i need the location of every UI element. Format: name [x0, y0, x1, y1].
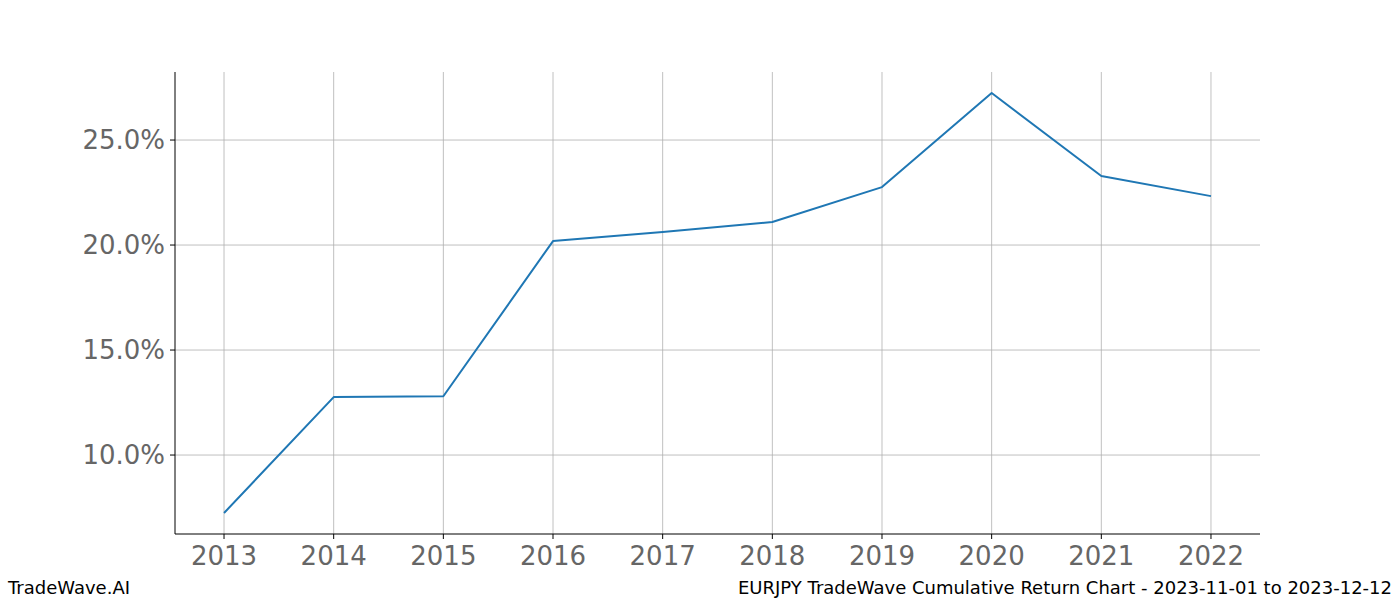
tick-mark	[443, 534, 444, 539]
plot-area	[224, 93, 1211, 513]
y-tick-label: 15.0%	[82, 335, 165, 365]
y-axis-line	[175, 72, 176, 534]
tick-mark	[881, 534, 882, 539]
grid-line	[991, 72, 992, 534]
source: TradeWave.AI	[7, 577, 130, 598]
grid-line	[175, 350, 1260, 351]
grid-line	[175, 140, 1260, 141]
grid-line	[553, 72, 554, 534]
x-tick-label: 2019	[849, 541, 915, 571]
x-tick-label: 2017	[630, 541, 696, 571]
grid-line	[175, 245, 1260, 246]
tick-mark	[333, 534, 334, 539]
x-tick-label: 2015	[410, 541, 476, 571]
chart: 2013 2014 2015 2016 2017 2018 2019 2020 2021 2022…	[0, 0, 1400, 600]
title: EURJPY TradeWave Cumulative Return Chart…	[738, 577, 1392, 598]
grid-line	[772, 72, 773, 534]
x-tick-label: 2022	[1178, 541, 1244, 571]
tick-mark	[1101, 534, 1102, 539]
tick-mark	[170, 245, 175, 246]
tick-mark	[553, 534, 554, 539]
x-tick-label: 2020	[959, 541, 1025, 571]
tick-mark	[170, 140, 175, 141]
grid-line	[333, 72, 334, 534]
grid-line	[881, 72, 882, 534]
x-tick-label: 2014	[301, 541, 367, 571]
grid-line	[224, 72, 225, 534]
tick-mark	[991, 534, 992, 539]
grid-line	[443, 72, 444, 534]
x-tick-label: 2018	[739, 541, 805, 571]
x-tick-label: 2021	[1068, 541, 1134, 571]
grid-line	[1210, 72, 1211, 534]
tick-mark	[224, 534, 225, 539]
grid-line	[662, 72, 663, 534]
tick-mark	[1210, 534, 1211, 539]
line-series	[224, 93, 1211, 513]
x-axis-line	[175, 534, 1260, 535]
x-tick-label: 2016	[520, 541, 586, 571]
tick-mark	[662, 534, 663, 539]
y-tick-label: 10.0%	[82, 440, 165, 470]
tick-mark	[170, 455, 175, 456]
y-tick-label: 25.0%	[82, 125, 165, 155]
grid-line	[1101, 72, 1102, 534]
tick-mark	[170, 350, 175, 351]
y-tick-label: 20.0%	[82, 230, 165, 260]
grid-line	[175, 455, 1260, 456]
x-tick-label: 2013	[191, 541, 257, 571]
tick-mark	[772, 534, 773, 539]
